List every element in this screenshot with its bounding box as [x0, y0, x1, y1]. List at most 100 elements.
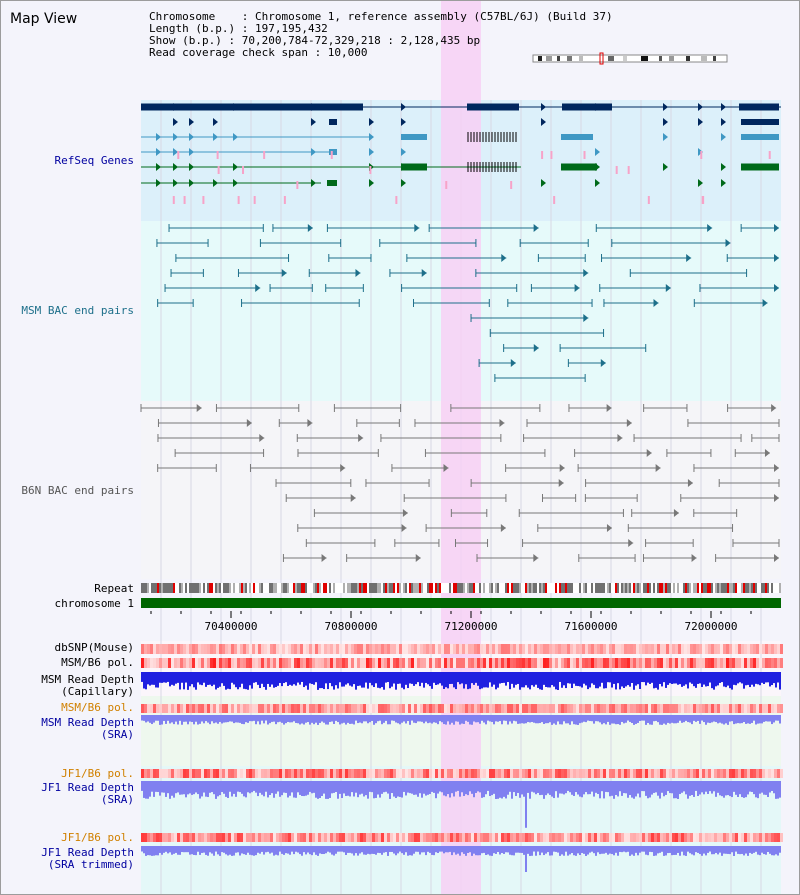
repeat-segment [197, 583, 199, 593]
jf1-pol-trim-cell [516, 833, 519, 842]
b6n-bac-pair-arrow [774, 494, 779, 502]
jf1-pol-trim-cell [141, 833, 144, 842]
jf1-pol-trim-cell [597, 833, 600, 842]
jf1-depth-sra-bar [737, 781, 739, 797]
msm-pol-sra-cell [405, 704, 408, 713]
msm-depth-sra-bar [361, 715, 363, 724]
msm-pol-cell [387, 658, 390, 668]
track-label-msm-depth-sra[interactable]: MSM Read Depth (SRA) [41, 716, 134, 741]
msm-depth-sra-bar [559, 715, 561, 725]
jf1-depth-sra-bar [207, 781, 209, 798]
msm-depth-capillary-bar [757, 672, 759, 685]
jf1-depth-trim-bar [511, 846, 513, 856]
track-label-dbsnp[interactable]: dbSNP(Mouse) [54, 641, 134, 654]
jf1-depth-trim-bar [269, 846, 271, 854]
msm-pol-sra-cell [279, 704, 282, 713]
track-label-b6n-bac[interactable]: B6N BAC end pairs [21, 484, 134, 497]
jf1-depth-trim-bar [495, 846, 497, 854]
jf1-pol-trim-cell [570, 833, 573, 842]
jf1-pol-cell [597, 769, 600, 778]
msm-depth-sra-bar [609, 715, 611, 725]
jf1-pol-trim-cell [582, 833, 585, 842]
repeat-segment [651, 583, 653, 593]
jf1-depth-trim-bar [379, 846, 381, 854]
jf1-depth-trim-bar [629, 846, 631, 856]
jf1-depth-trim-bar [393, 846, 395, 854]
track-label-chromosome[interactable]: chromosome 1 [54, 597, 134, 610]
dbsnp-cell [633, 644, 636, 654]
b6n-bac-pair-arrow [771, 404, 777, 412]
jf1-depth-trim-bar [401, 846, 403, 854]
jf1-depth-trim-bar [769, 846, 771, 854]
msm-depth-capillary-bar [291, 672, 293, 686]
track-label-jf1-depth-sra[interactable]: JF1 Read Depth (SRA) [41, 781, 134, 806]
jf1-pol-cell [438, 769, 441, 778]
jf1-pol-cell [402, 769, 405, 778]
repeat-segment [517, 583, 519, 593]
msm-depth-sra-bar [295, 715, 297, 723]
msm-depth-capillary-bar [467, 672, 469, 690]
repeat-segment [433, 583, 435, 593]
jf1-pol-cell [345, 769, 348, 778]
jf1-pol-cell [702, 769, 705, 778]
jf1-pol-cell [564, 769, 567, 778]
gene-strand-arrow [721, 133, 726, 141]
b6n-bac-pair-arrow [321, 554, 327, 562]
msm-pol-cell [672, 658, 675, 668]
dbsnp-cell [342, 644, 345, 654]
msm-depth-sra-bar [227, 715, 229, 723]
jf1-depth-sra-bar [523, 781, 525, 797]
jf1-depth-trim-bar [353, 846, 355, 856]
gene-strand-arrow [698, 118, 703, 126]
track-label-jf1-b6-pol-trimmed[interactable]: JF1/B6 pol. [61, 831, 134, 844]
gene-exon [329, 119, 337, 125]
msm-depth-capillary-bar [393, 672, 395, 684]
msm-pol-cell [321, 658, 324, 668]
msm-depth-capillary-bar [351, 672, 353, 687]
msm-pol-sra-cell [243, 704, 246, 713]
jf1-pol-trim-cell [297, 833, 300, 842]
b6n-bac-pair-arrow [628, 539, 634, 547]
repeat-segment [401, 583, 403, 593]
track-label-msm-b6-pol-sra[interactable]: MSM/B6 pol. [61, 701, 134, 714]
msm-depth-capillary-bar [741, 672, 743, 684]
dbsnp-cell [186, 644, 189, 654]
jf1-depth-sra-bar [739, 781, 741, 795]
jf1-pol-trim-cell [174, 833, 177, 842]
msm-pol-cell [147, 658, 150, 668]
jf1-depth-trim-bar [419, 846, 421, 855]
jf1-depth-trim-bar [313, 846, 315, 853]
jf1-depth-trim-bar [251, 846, 253, 856]
jf1-depth-sra-bar [597, 781, 599, 795]
track-label-repeat[interactable]: Repeat [94, 582, 134, 595]
jf1-depth-trim-bar [637, 846, 639, 856]
msm-pol-cell [330, 658, 333, 668]
msm-depth-sra-bar [649, 715, 651, 725]
track-label-msm-bac[interactable]: MSM BAC end pairs [21, 304, 134, 317]
repeat-segment [595, 583, 597, 593]
repeat-segment [479, 583, 481, 593]
repeat-segment [151, 583, 153, 593]
jf1-pol-cell [534, 769, 537, 778]
b6n-bac-pair-arrow [691, 554, 697, 562]
jf1-depth-sra-bar [647, 781, 649, 799]
jf1-depth-sra-bar [201, 781, 203, 797]
repeat-segment [275, 583, 277, 593]
msm-depth-capillary-bar [667, 672, 669, 685]
gene-exon [741, 134, 779, 140]
msm-pol-cell [525, 658, 528, 668]
jf1-pol-cell [267, 769, 270, 778]
repeat-segment [325, 583, 327, 593]
jf1-pol-trim-cell [309, 833, 312, 842]
msm-pol-sra-cell [702, 704, 705, 713]
repeat-segment [355, 583, 357, 593]
track-label-jf1-depth-trimmed[interactable]: JF1 Read Depth (SRA trimmed) [41, 846, 134, 871]
track-label-msm-depth-capillary[interactable]: MSM Read Depth (Capillary) [41, 673, 134, 698]
track-label-msm-b6-pol[interactable]: MSM/B6 pol. [61, 656, 134, 669]
jf1-depth-sra-bar [181, 781, 183, 795]
msm-pol-sra-cell [372, 704, 375, 713]
track-label-refseq[interactable]: RefSeq Genes [54, 154, 134, 167]
msm-pol-sra-cell [720, 704, 723, 713]
track-label-jf1-b6-pol[interactable]: JF1/B6 pol. [61, 767, 134, 780]
